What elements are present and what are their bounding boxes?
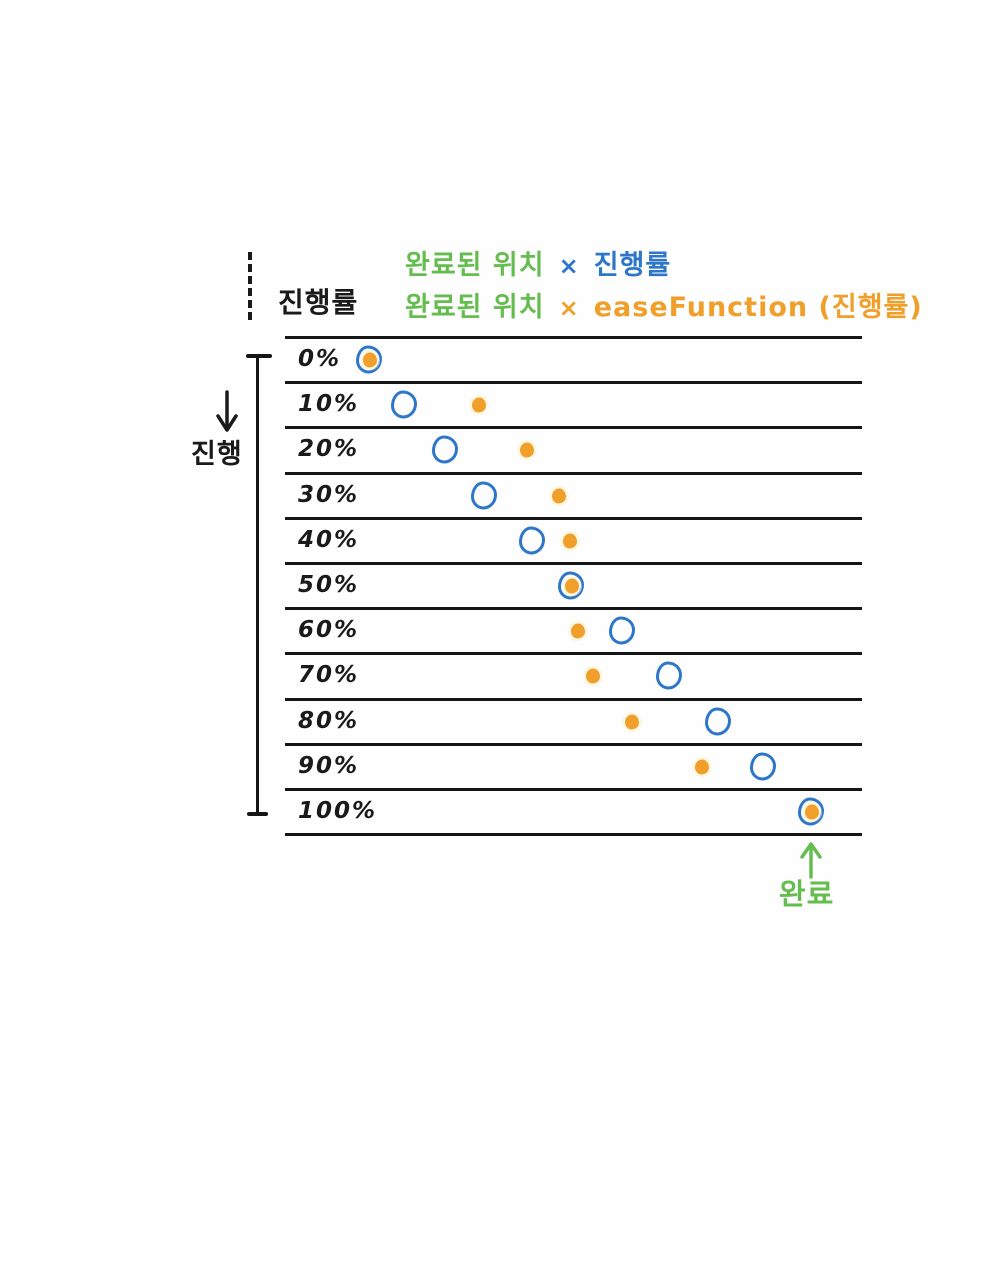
table-row: 60% <box>285 610 862 656</box>
row-percent-label: 20% <box>298 436 360 463</box>
eased-position-marker <box>564 578 579 594</box>
eased-position-marker <box>625 714 640 730</box>
linear-position-marker <box>519 526 546 555</box>
table-row: 50% <box>285 565 862 611</box>
eased-position-marker <box>805 804 819 820</box>
table-row: 0% <box>285 339 862 385</box>
progress-down-arrow-icon <box>216 390 238 432</box>
eased-formula-lhs: 완료된 위치 <box>405 292 545 323</box>
table-row: 40% <box>285 520 862 565</box>
row-percent-label: 70% <box>298 662 360 689</box>
table-row: 70% <box>285 655 862 701</box>
row-percent-label: 60% <box>298 617 360 644</box>
table-row: 100% <box>285 791 862 837</box>
eased-position-marker <box>571 623 586 639</box>
row-percent-label: 0% <box>298 346 342 373</box>
row-percent-label: 50% <box>298 571 360 598</box>
linear-position-marker <box>705 707 732 736</box>
row-percent-label: 30% <box>298 481 360 508</box>
row-percent-label: 10% <box>298 391 360 418</box>
linear-position-marker <box>749 752 776 781</box>
eased-position-marker <box>552 488 567 504</box>
range-bracket-line <box>256 356 259 815</box>
eased-position-marker <box>562 533 577 549</box>
row-percent-label: 80% <box>298 707 360 734</box>
linear-position-marker <box>798 797 824 826</box>
multiply-icon: × <box>558 294 580 322</box>
eased-formula: 완료된 위치 × easeFunction (진행률) <box>405 285 923 324</box>
range-bracket-bottom-cap <box>247 812 268 816</box>
table-row: 90% <box>285 746 862 791</box>
eased-position-marker <box>586 668 601 684</box>
eased-position-marker <box>472 397 487 413</box>
row-percent-label: 100% <box>298 797 378 824</box>
linear-position-marker <box>470 481 497 510</box>
range-bracket-top-cap <box>246 354 272 358</box>
eased-formula-rhs: easeFunction (진행률) <box>593 292 923 323</box>
row-percent-label: 40% <box>298 526 360 553</box>
table-row: 80% <box>285 701 862 746</box>
table-row: 10% <box>285 384 862 430</box>
linear-formula-lhs: 완료된 위치 <box>405 250 545 281</box>
complete-label: 완료 <box>779 877 835 911</box>
linear-formula: 완료된 위치 × 진행률 <box>405 243 671 282</box>
linear-position-marker <box>557 571 584 600</box>
progress-direction-label: 진행 <box>191 439 243 470</box>
dotted-axis-mark <box>248 252 252 320</box>
progress-table: 0% 10% 20% 30% 40% 50% 60% 70% 80% 90% 100% <box>285 336 862 837</box>
table-row: 30% <box>285 475 862 520</box>
linear-position-marker <box>432 435 459 464</box>
progress-rate-axis-label: 진행률 <box>278 286 359 319</box>
multiply-icon: × <box>558 252 580 280</box>
eased-position-marker <box>694 759 709 775</box>
complete-up-arrow-icon <box>800 842 822 879</box>
linear-position-marker <box>656 661 683 690</box>
eased-position-marker <box>519 442 534 458</box>
row-percent-label: 90% <box>298 752 360 779</box>
linear-position-marker <box>608 616 635 645</box>
table-row: 20% <box>285 429 862 475</box>
linear-position-marker <box>390 390 417 419</box>
linear-formula-rhs: 진행률 <box>593 250 672 281</box>
linear-position-marker <box>356 345 382 374</box>
eased-position-marker <box>363 352 377 368</box>
